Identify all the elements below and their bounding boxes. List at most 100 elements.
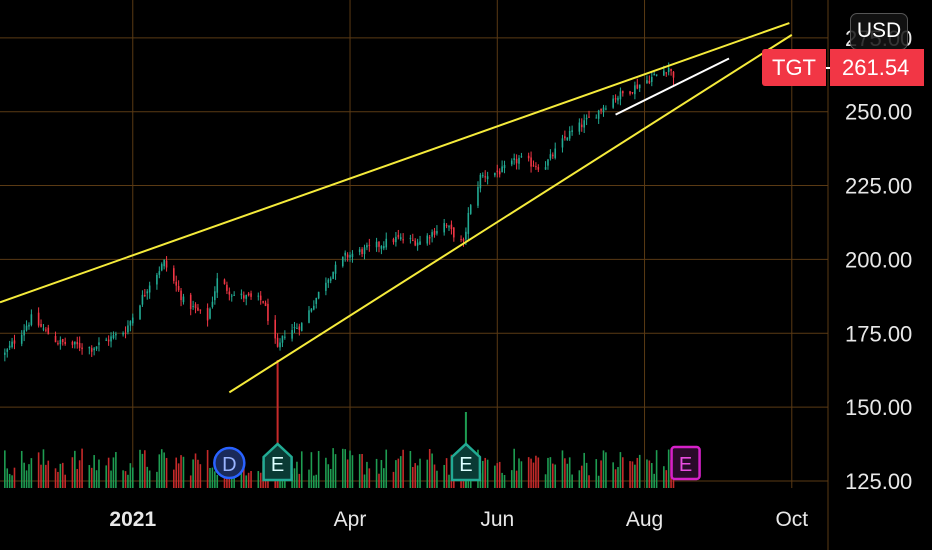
- candle-body: [460, 239, 462, 241]
- candle-body: [622, 91, 624, 94]
- event-label: E: [271, 454, 284, 476]
- candle-body: [90, 348, 93, 352]
- candle-body: [346, 254, 349, 258]
- candle-body: [665, 72, 668, 74]
- volume-bar: [298, 473, 301, 488]
- volume-bar: [127, 474, 129, 488]
- currency-button[interactable]: USD: [850, 13, 908, 50]
- candle-body: [578, 122, 581, 132]
- candle-body: [411, 239, 414, 241]
- candle-body: [81, 347, 83, 350]
- volume-bar: [257, 471, 260, 488]
- volume-bar: [310, 452, 313, 488]
- volume-bar: [380, 460, 383, 488]
- event-label: E: [679, 454, 692, 476]
- candle-body: [653, 74, 655, 76]
- y-tick-label: 225.00: [845, 174, 912, 199]
- volume-bar: [131, 467, 134, 488]
- candle-body: [310, 308, 313, 312]
- volume-bar: [122, 470, 124, 488]
- candle-body: [547, 159, 549, 166]
- candle-body: [527, 155, 530, 159]
- volume-bar: [397, 458, 400, 488]
- volume-bar: [411, 466, 414, 488]
- earnings-event-marker[interactable]: E: [262, 442, 293, 482]
- volume-bar: [156, 471, 158, 488]
- candle-body: [284, 336, 286, 338]
- volume-bar: [141, 453, 144, 488]
- candle-body: [650, 76, 653, 82]
- candle-body: [341, 256, 344, 267]
- volume-bar: [71, 457, 74, 488]
- symbol-price-label: TGT: [762, 49, 826, 86]
- candle-body: [518, 157, 520, 164]
- candle-body: [445, 225, 448, 227]
- volume-bar: [614, 469, 617, 488]
- dividend-event-marker[interactable]: D: [213, 446, 246, 480]
- volume-bar: [160, 449, 163, 488]
- candle-body: [206, 308, 209, 321]
- candle-body: [163, 259, 165, 267]
- candle-body: [617, 97, 619, 101]
- volume-bar: [498, 461, 501, 488]
- volume-bar: [163, 452, 165, 488]
- volume-bar: [296, 461, 298, 488]
- volume-bar: [448, 474, 450, 488]
- volume-bar: [42, 449, 45, 488]
- volume-bar: [375, 458, 378, 488]
- candle-body: [291, 329, 293, 339]
- volume-bar: [20, 450, 23, 488]
- candle-body: [510, 160, 513, 165]
- volume-bar: [552, 463, 554, 488]
- volume-bar: [428, 448, 431, 488]
- volume-bar: [554, 464, 557, 488]
- candle-body: [131, 317, 134, 324]
- candle-body: [402, 239, 404, 241]
- candle-body: [544, 167, 547, 170]
- volume-bar: [619, 452, 622, 488]
- candle-body: [554, 148, 557, 158]
- candle-body: [6, 349, 9, 352]
- volume-bar: [192, 459, 194, 488]
- volume-bar: [566, 463, 569, 488]
- volume-bar: [646, 459, 648, 488]
- volume-bar: [532, 462, 535, 488]
- candle-body: [110, 336, 112, 342]
- candle-body: [158, 271, 161, 275]
- candle-body: [595, 117, 598, 119]
- candle-body: [129, 321, 132, 326]
- candle-body: [375, 241, 378, 248]
- candle-layer: [4, 62, 675, 362]
- candle-body: [230, 295, 233, 297]
- volume-bar: [436, 470, 438, 488]
- candle-body: [672, 71, 675, 78]
- candle-body: [344, 252, 347, 256]
- volume-bar: [443, 464, 445, 488]
- volume-bar: [81, 448, 83, 488]
- candle-body: [363, 247, 366, 255]
- candle-body: [552, 154, 554, 157]
- candle-body: [37, 312, 40, 326]
- candle-body: [496, 170, 499, 173]
- candle-body: [259, 295, 262, 301]
- earnings-event-marker[interactable]: E: [670, 445, 701, 481]
- candle-body: [462, 239, 465, 242]
- volume-bar: [568, 457, 571, 488]
- volume-bar: [351, 455, 354, 488]
- volume-bar: [25, 470, 28, 488]
- earnings-event-marker[interactable]: E: [450, 442, 482, 482]
- candle-body: [4, 352, 6, 355]
- candle-body: [503, 165, 506, 169]
- volume-bar: [11, 475, 13, 488]
- candle-body: [358, 249, 361, 253]
- volume-bar: [23, 462, 25, 488]
- volume-bar: [663, 466, 665, 488]
- candle-body: [670, 69, 672, 71]
- x-tick-label: Aug: [626, 508, 663, 531]
- volume-bar: [300, 451, 303, 488]
- y-tick-label: 125.00: [845, 469, 912, 494]
- volume-bar: [588, 475, 590, 488]
- volume-bar: [98, 459, 100, 488]
- volume-bar: [433, 464, 436, 488]
